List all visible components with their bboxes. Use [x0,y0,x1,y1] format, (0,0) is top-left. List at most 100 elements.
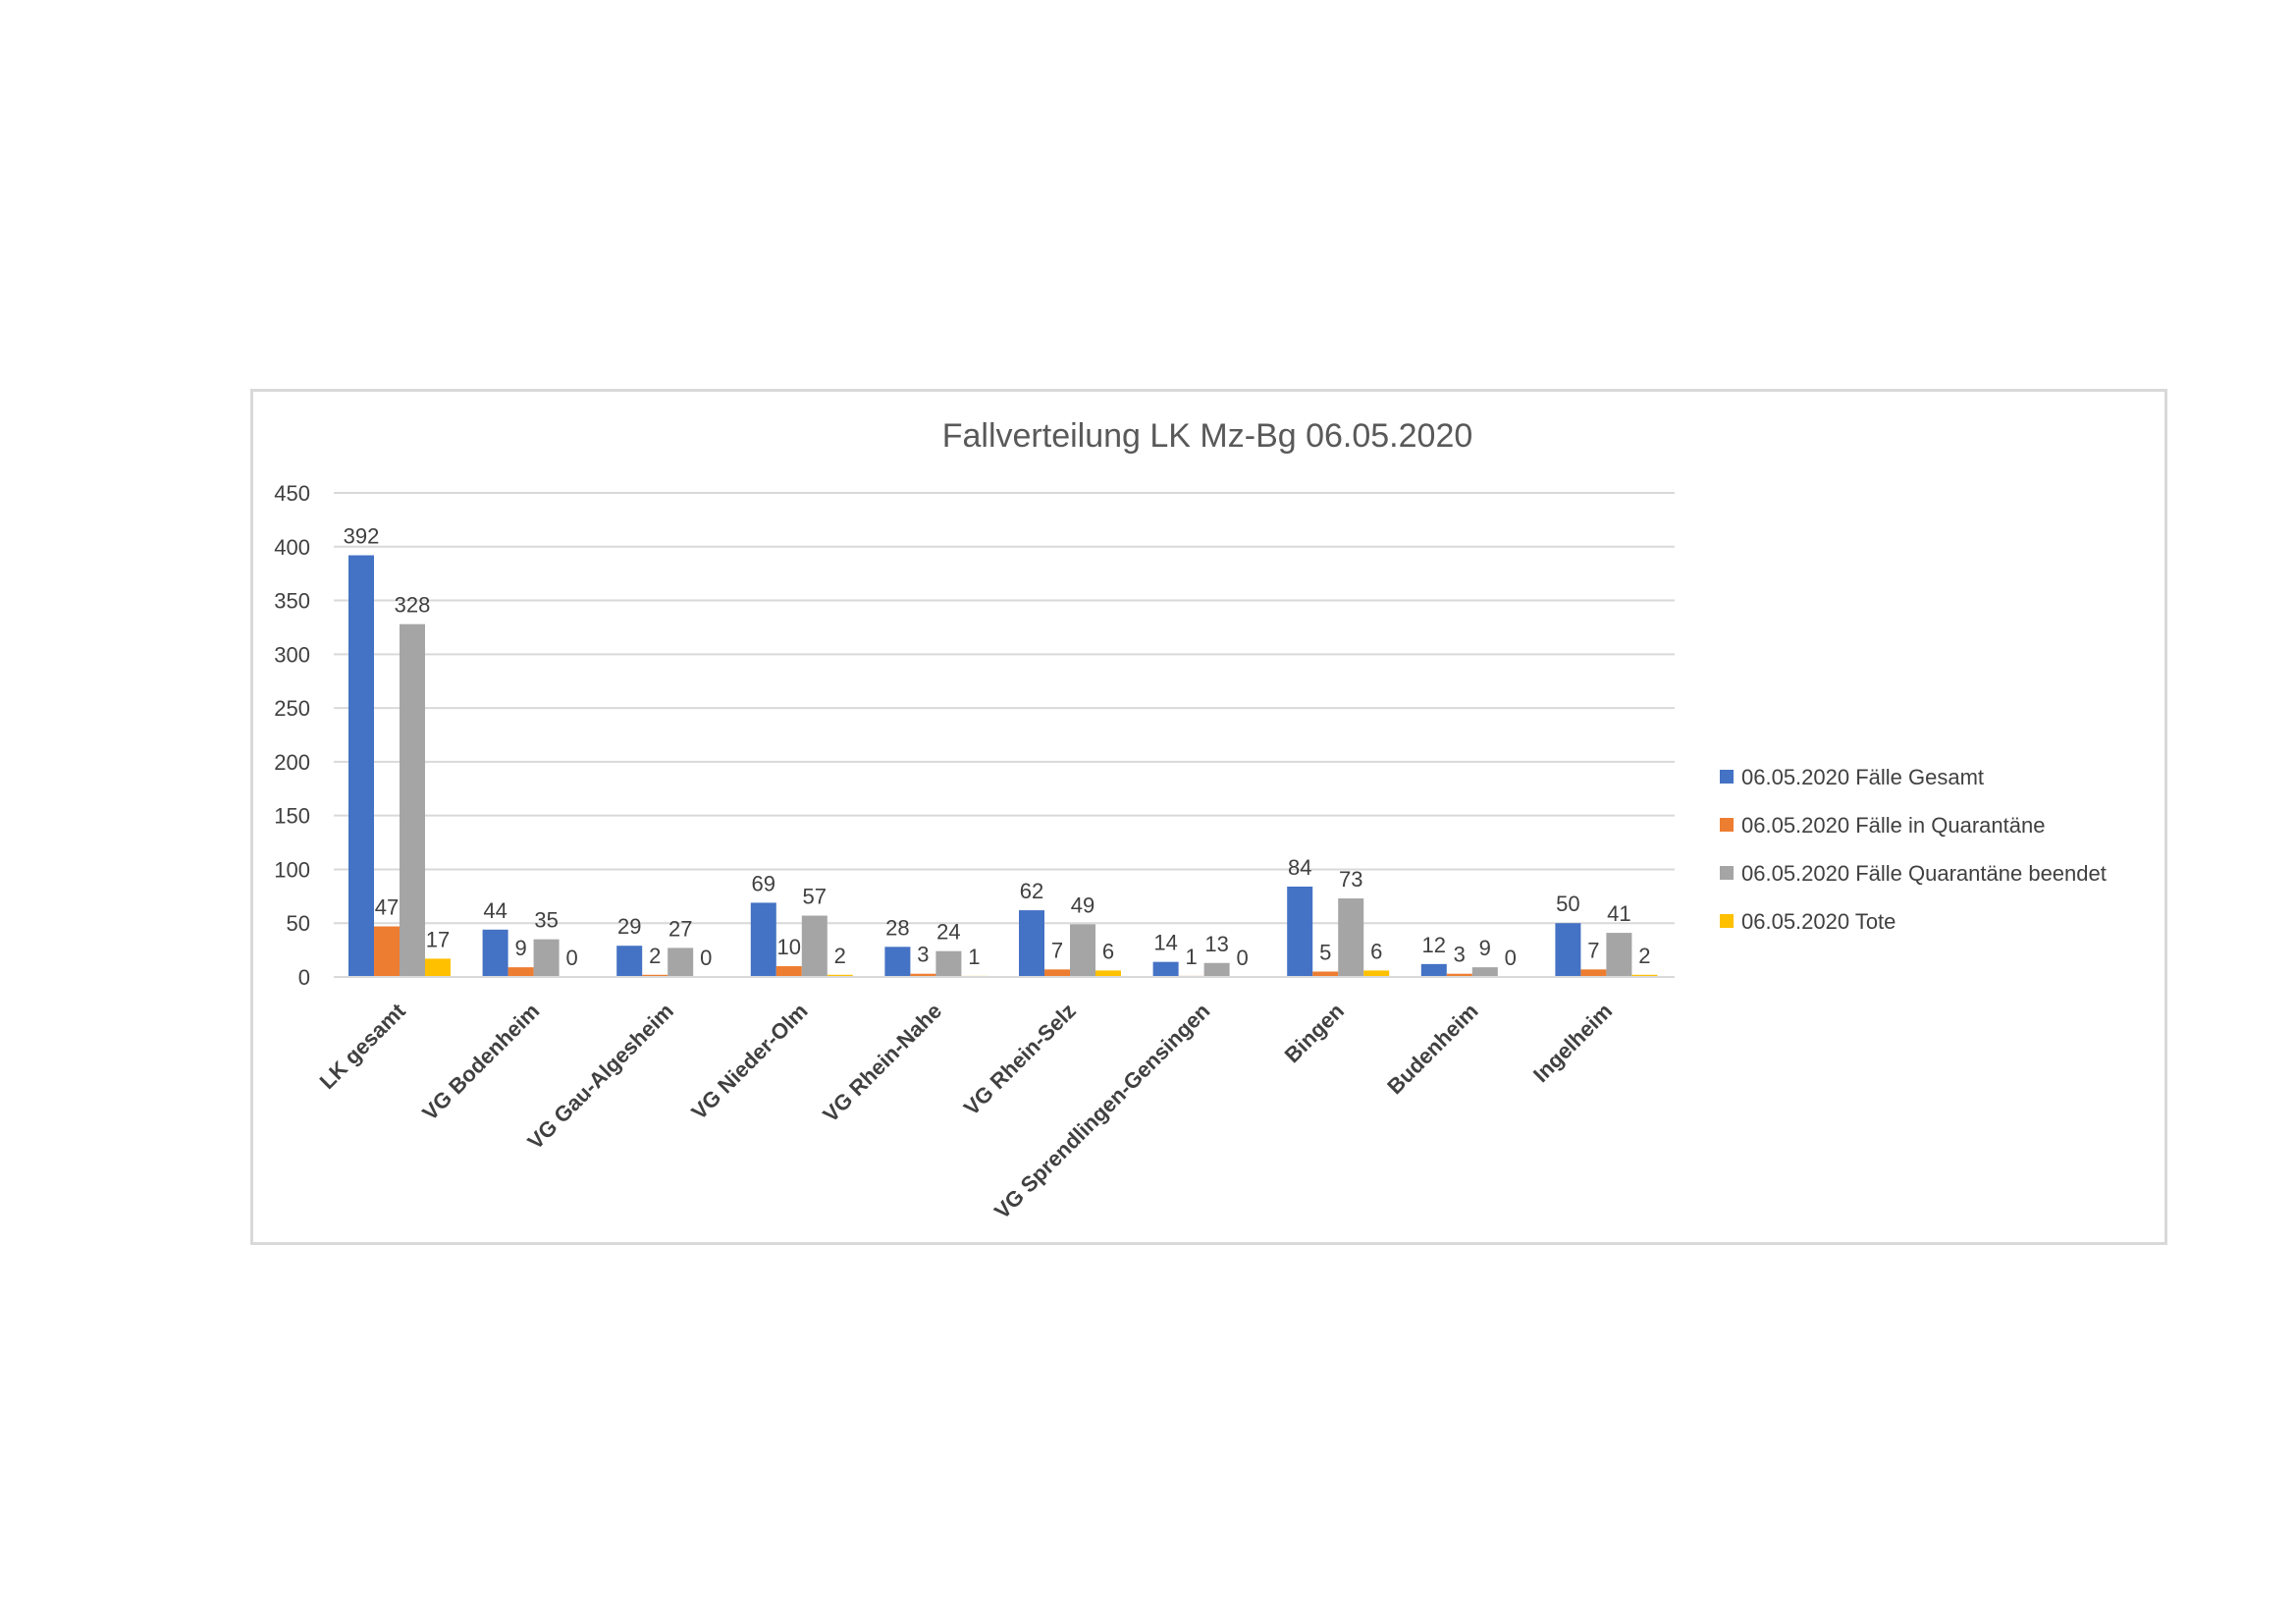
bar [1631,974,1658,977]
chart-frame: Fallverteilung LK Mz-Bg 06.05.2020 0 50 10… [250,389,2167,1245]
category-label: VG Rhein-Nahe [818,999,946,1127]
category-label: Budenheim [1382,999,1482,1099]
bar [827,974,853,977]
data-label: 7 [1051,938,1063,962]
data-label: 7 [1587,938,1599,962]
gridlines [334,492,1675,978]
bar [775,966,802,977]
bar [1420,963,1447,977]
bar [1095,970,1121,977]
chart-svg: Fallverteilung LK Mz-Bg 06.05.2020 05010… [274,417,2107,1223]
data-label: 50 [1556,892,1579,916]
data-label: 47 [375,895,399,920]
bar [642,974,668,977]
category-label: LK gesamt [315,998,411,1094]
bar [1363,970,1390,977]
bar [1446,973,1472,977]
legend-swatch [1720,818,1734,832]
bar [1044,969,1070,977]
data-label: 9 [1479,936,1491,960]
data-label: 24 [936,920,960,945]
y-tick-label: 300 [274,642,310,667]
y-tick-label: 450 [274,481,310,506]
data-label: 6 [1102,939,1114,963]
data-label: 62 [1020,879,1043,903]
legend: 06.05.2020 Fälle Gesamt 06.05.2020 Fälle … [1720,765,2107,934]
bar [1555,923,1581,977]
data-label: 0 [565,946,577,970]
data-label: 3 [917,943,929,967]
data-label: 17 [426,927,450,951]
category-label: VG Gau-Algesheim [522,999,678,1155]
data-label: 9 [514,936,526,960]
bar [1606,933,1632,977]
category-label: Bingen [1280,999,1349,1067]
bar [348,555,374,977]
data-label: 0 [700,946,712,970]
data-label: 328 [395,593,431,618]
bar [884,947,911,977]
bars [348,555,1658,977]
y-tick-label: 400 [274,535,310,560]
legend-item: 06.05.2020 Tote [1741,909,1896,934]
data-label: 3 [1454,943,1466,967]
data-label: 73 [1339,867,1362,892]
category-label: VG Nieder-Olm [686,999,812,1124]
bar [482,929,508,977]
data-label: 29 [617,914,641,939]
bar [374,926,400,977]
category-label: VG Bodenheim [417,999,544,1125]
bar [1471,967,1498,977]
data-label: 27 [668,916,692,941]
data-label: 0 [1505,946,1517,970]
bar [750,902,776,977]
bar [1580,969,1607,977]
y-tick-label: 100 [274,857,310,882]
data-label: 2 [1638,944,1650,968]
y-tick-label: 350 [274,589,310,614]
data-label: 28 [885,915,909,940]
data-labels: 3924732817449350292270691057228324162749… [344,524,1651,970]
data-label: 2 [649,944,661,968]
legend-swatch [1720,866,1734,880]
data-label: 10 [777,935,801,959]
data-label: 69 [752,871,775,895]
bar [667,947,694,977]
bar [910,973,936,977]
y-tick-label: 0 [298,965,310,990]
category-label: VG Sprendlingen-Gensingen [989,999,1214,1223]
bar [507,967,534,977]
bar [425,958,451,977]
data-label: 35 [534,908,558,933]
category-label: Ingelheim [1528,999,1617,1087]
bar [1287,886,1313,977]
y-tick-label: 50 [287,911,310,936]
chart-title: Fallverteilung LK Mz-Bg 06.05.2020 [942,417,1473,455]
legend-swatch [1720,914,1734,928]
data-label: 1 [968,945,980,969]
y-tick-label: 250 [274,696,310,721]
data-label: 57 [803,885,827,909]
data-label: 2 [834,944,846,968]
bar [616,946,643,977]
bar [1070,924,1095,977]
bar [1338,898,1364,977]
category-label: VG Rhein-Selz [959,999,1081,1120]
bar [1312,971,1339,977]
y-tick-label: 200 [274,750,310,775]
y-axis: 0 50 100 150 200 250 300 350 400 450 [274,481,310,990]
data-label: 14 [1153,931,1177,955]
data-label: 12 [1422,933,1446,957]
data-label: 44 [483,898,507,923]
bar [1152,961,1179,977]
data-label: 5 [1319,941,1331,965]
data-label: 6 [1370,939,1382,963]
data-label: 41 [1607,901,1630,926]
y-tick-label: 150 [274,804,310,829]
data-label: 1 [1185,945,1197,969]
bar [935,950,962,977]
bar [533,939,560,977]
legend-item: 06.05.2020 Fälle Gesamt [1741,765,1984,789]
data-label: 0 [1236,946,1248,970]
